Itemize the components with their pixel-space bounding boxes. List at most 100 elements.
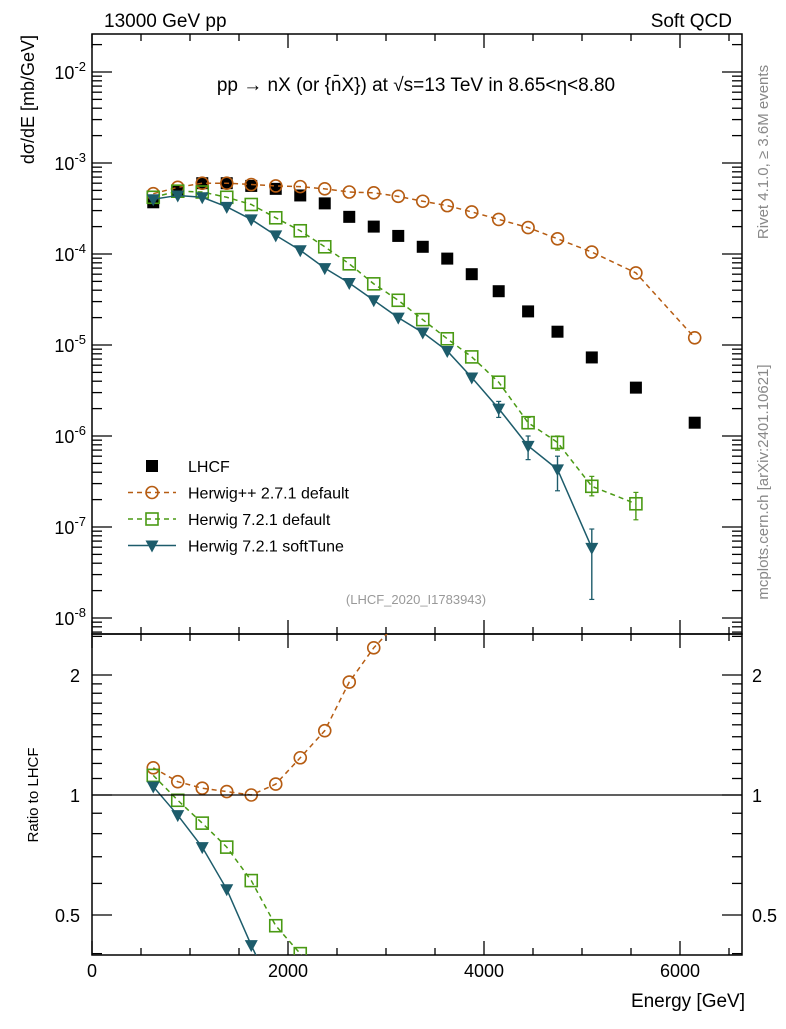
y-tick-label: 10-5 bbox=[54, 332, 86, 356]
data-point-herwig-2-7-1-default bbox=[521, 220, 535, 235]
data-point-lhcf bbox=[318, 197, 331, 210]
ratio-y-tick-label: 1 bbox=[70, 786, 80, 806]
data-point-herwig-7-2-1-softtune bbox=[171, 190, 185, 203]
ratio-point-herwig-7-2-1-default bbox=[293, 946, 308, 955]
data-point-herwig-2-7-1-default bbox=[244, 177, 259, 192]
data-point-herwig-2-7-1-default bbox=[317, 182, 332, 196]
data-point-herwig-7-2-1-softtune bbox=[416, 327, 430, 340]
ratio-point-herwig-2-7-1-default bbox=[195, 781, 210, 796]
data-point-lhcf bbox=[343, 210, 356, 223]
series-line-herwig-7-2-1-default bbox=[153, 190, 637, 505]
legend-marker-lhcf bbox=[146, 460, 158, 472]
data-point-lhcf bbox=[392, 229, 405, 242]
data-point-herwig-2-7-1-default bbox=[195, 176, 210, 190]
data-point-herwig-7-2-1-default bbox=[268, 210, 283, 225]
legend-label-herwig-2-7-1-default: Herwig++ 2.7.1 default bbox=[188, 486, 350, 503]
y-tick-label: 10-4 bbox=[54, 241, 86, 265]
ratio-point-herwig-7-2-1-default bbox=[195, 816, 210, 830]
data-point-herwig-2-7-1-default bbox=[268, 179, 283, 193]
ratio-point-herwig-7-2-1-softtune bbox=[171, 810, 185, 823]
data-point-herwig-2-7-1-default bbox=[584, 245, 599, 259]
data-point-lhcf bbox=[522, 305, 535, 318]
data-point-lhcf bbox=[416, 240, 429, 253]
x-tick-label: 0 bbox=[87, 961, 97, 981]
ratio-y-tick-label-right: 1 bbox=[752, 786, 762, 806]
ratio-point-herwig-7-2-1-default bbox=[146, 768, 161, 783]
ratio-point-herwig-2-7-1-default bbox=[219, 784, 234, 799]
data-point-herwig-7-2-1-softtune bbox=[318, 263, 332, 276]
data-point-herwig-7-2-1-softtune bbox=[293, 245, 307, 258]
data-point-herwig-2-7-1-default bbox=[415, 194, 430, 209]
ratio-line-herwig-7-2-1-default bbox=[152, 774, 303, 955]
side-label-rivet: Rivet 4.1.0, ≥ 3.6M events bbox=[755, 65, 772, 239]
ratio-point-herwig-2-7-1-default bbox=[293, 750, 308, 765]
data-point-herwig-7-2-1-default bbox=[244, 197, 259, 212]
x-tick-label: 6000 bbox=[660, 961, 700, 981]
ratio-point-herwig-2-7-1-default bbox=[342, 675, 357, 689]
legend-label-herwig-7-2-1-softtune: Herwig 7.2.1 softTune bbox=[188, 539, 344, 556]
data-point-lhcf bbox=[688, 416, 701, 429]
ratio-point-herwig-2-7-1-default bbox=[170, 774, 185, 789]
data-point-herwig-2-7-1-default bbox=[464, 205, 479, 219]
legend-label-herwig-7-2-1-default: Herwig 7.2.1 default bbox=[188, 512, 331, 529]
main-title: pp → nX (or {n̄X}) at √s=13 TeV in 8.65<… bbox=[217, 75, 615, 96]
data-point-herwig-7-2-1-softtune bbox=[342, 278, 356, 291]
data-point-herwig-7-2-1-softtune bbox=[269, 230, 283, 243]
data-point-herwig-7-2-1-softtune bbox=[551, 464, 564, 477]
data-point-herwig-2-7-1-default bbox=[219, 176, 234, 190]
ratio-y-tick-label-right: 0.5 bbox=[752, 906, 777, 926]
ratio-point-herwig-2-7-1-default bbox=[268, 777, 283, 791]
data-point-herwig-7-2-1-default bbox=[440, 331, 455, 346]
data-point-lhcf bbox=[441, 252, 454, 265]
data-point-herwig-2-7-1-default bbox=[440, 198, 455, 213]
ratio-point-herwig-7-2-1-default bbox=[319, 981, 331, 993]
data-point-herwig-2-7-1-default bbox=[391, 189, 406, 204]
ratio-line-herwig-2-7-1-default bbox=[152, 634, 388, 796]
data-point-herwig-7-2-1-default bbox=[391, 293, 406, 308]
header-left: 13000 GeV pp bbox=[104, 11, 227, 32]
reference-label: (LHCF_2020_I1783943) bbox=[346, 592, 486, 607]
data-point-herwig-7-2-1-default bbox=[491, 375, 506, 390]
data-point-herwig-7-2-1-softtune bbox=[492, 403, 506, 416]
ratio-point-herwig-7-2-1-softtune bbox=[195, 842, 209, 855]
data-point-herwig-2-7-1-default bbox=[687, 330, 702, 345]
ratio-point-herwig-2-7-1-default bbox=[317, 723, 332, 738]
legend-marker-herwig-7-2-1-default bbox=[145, 512, 159, 526]
data-point-herwig-7-2-1-softtune bbox=[146, 194, 160, 207]
ratio-point-herwig-7-2-1-softtune bbox=[244, 940, 258, 953]
data-point-herwig-7-2-1-default bbox=[317, 239, 332, 254]
data-point-herwig-7-2-1-softtune bbox=[521, 440, 535, 453]
data-point-herwig-2-7-1-default bbox=[550, 231, 565, 246]
data-point-herwig-7-2-1-softtune bbox=[220, 201, 234, 214]
data-point-lhcf bbox=[465, 268, 478, 281]
data-point-herwig-7-2-1-softtune bbox=[391, 312, 405, 325]
data-point-herwig-2-7-1-default bbox=[629, 266, 643, 280]
data-point-herwig-7-2-1-default bbox=[342, 257, 357, 271]
data-point-lhcf bbox=[585, 351, 598, 364]
ratio-point-herwig-7-2-1-softtune bbox=[146, 781, 160, 794]
data-point-lhcf bbox=[551, 325, 564, 338]
data-point-herwig-2-7-1-default bbox=[491, 212, 506, 227]
legend-marker-herwig-7-2-1-softtune bbox=[145, 540, 159, 553]
main-y-axis-label: dσ/dE [mb/GeV] bbox=[18, 35, 38, 164]
legend-marker-herwig-2-7-1-default bbox=[145, 485, 159, 500]
data-point-herwig-7-2-1-default bbox=[415, 312, 430, 327]
data-point-herwig-7-2-1-default bbox=[366, 277, 381, 291]
ratio-point-herwig-7-2-1-default bbox=[170, 793, 185, 808]
legend: LHCF Herwig++ 2.7.1 default Herwig 7.2.1 d… bbox=[128, 459, 350, 556]
y-tick-label: 10-7 bbox=[54, 514, 86, 538]
ratio-y-tick-label: 0.5 bbox=[55, 906, 80, 926]
ratio-point-herwig-2-7-1-default bbox=[392, 616, 404, 628]
ratio-point-herwig-2-7-1-default bbox=[366, 641, 381, 655]
ratio-point-herwig-7-2-1-default bbox=[244, 873, 259, 888]
data-point-lhcf bbox=[367, 220, 380, 233]
y-tick-label: 10-6 bbox=[54, 423, 86, 447]
ratio-point-herwig-7-2-1-default bbox=[219, 840, 234, 854]
data-point-herwig-7-2-1-softtune bbox=[367, 295, 381, 308]
data-point-herwig-7-2-1-default bbox=[550, 435, 565, 450]
ratio-y-tick-label: 2 bbox=[70, 666, 80, 686]
data-point-herwig-7-2-1-default bbox=[629, 496, 643, 511]
data-point-lhcf bbox=[492, 285, 505, 298]
ratio-point-herwig-2-7-1-default bbox=[146, 761, 161, 775]
